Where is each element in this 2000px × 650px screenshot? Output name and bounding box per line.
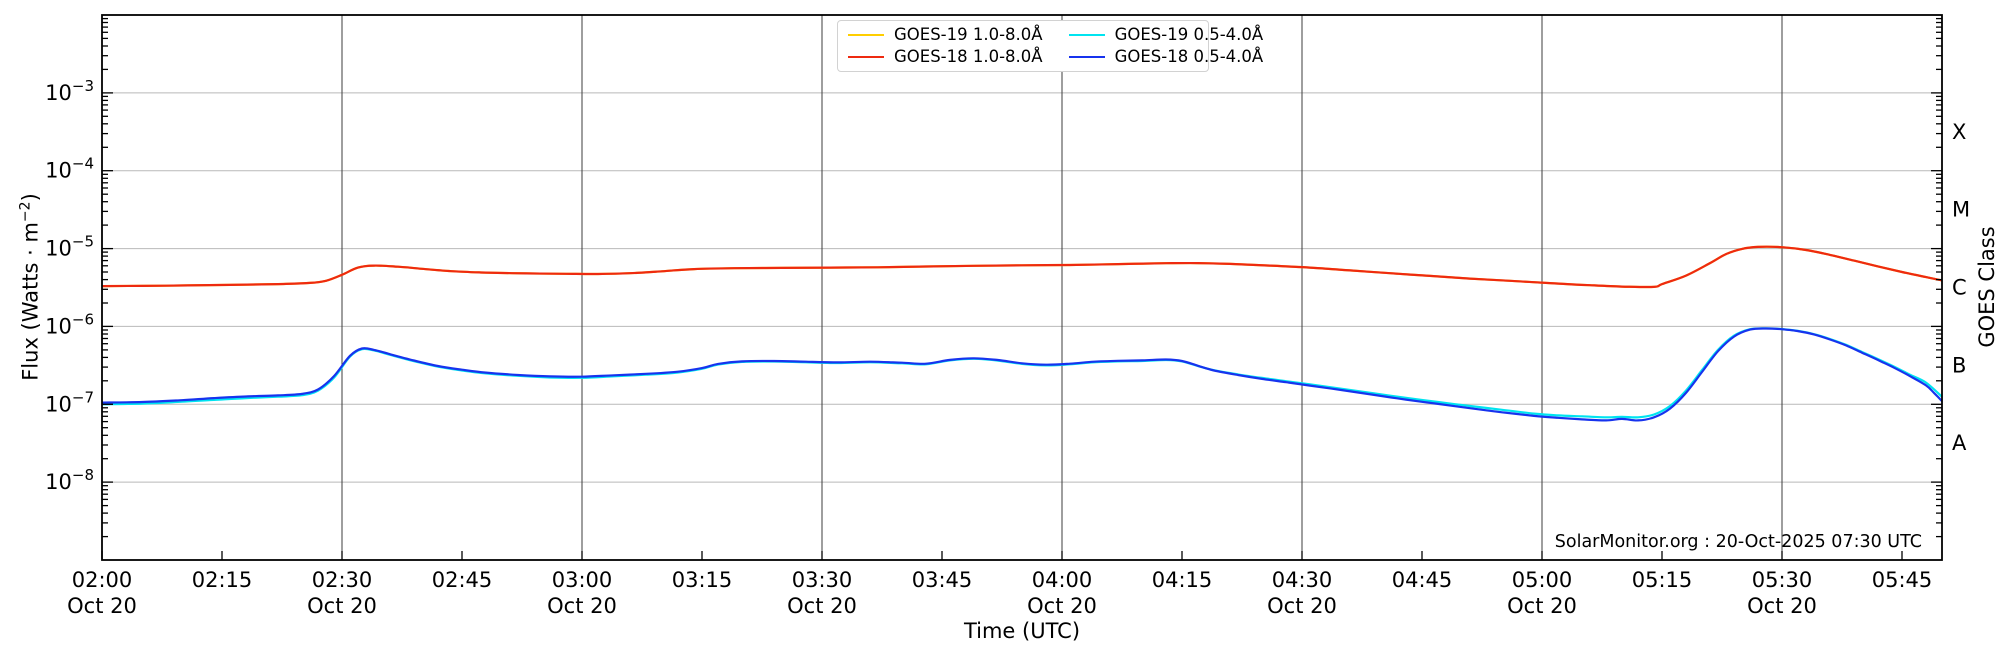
y-tick-labels: 10−3 10−4 10−5 10−6 10−7 10−8 — [45, 77, 94, 494]
x-tick-date-label: Oct 20 — [67, 594, 137, 618]
goes-class-label-a: A — [1952, 431, 1967, 455]
series-goes-18-0-5-4-0-curve — [102, 327, 1942, 422]
legend-label: GOES-18 0.5-4.0Å — [1114, 46, 1264, 66]
goes-class-labels: X M C B A — [1952, 120, 1970, 455]
series-goes-18-1-0-8-0-curve — [102, 245, 1942, 289]
y-tick-label: 10−4 — [45, 155, 94, 183]
plot-border — [101, 14, 1943, 561]
x-tick-label: 04:30 — [1272, 568, 1333, 592]
y-tick-label: 10−7 — [45, 388, 94, 416]
x-tick-date-label: Oct 20 — [307, 594, 377, 618]
legend-item-goes-19-1-0-8-0: GOES-19 1.0-8.0Å — [848, 24, 1043, 46]
x-tick-label: 05:15 — [1632, 568, 1693, 592]
x-tick-label: 02:30 — [312, 568, 373, 592]
x-tick-label: 04:45 — [1392, 568, 1453, 592]
flux-curves — [102, 245, 1942, 422]
x-tick-label: 05:00 — [1512, 568, 1573, 592]
x-tick-label: 04:15 — [1152, 568, 1213, 592]
x-tick-label: 03:15 — [672, 568, 733, 592]
legend-label: GOES-18 1.0-8.0Å — [894, 46, 1043, 66]
axis-ticks — [101, 17, 1942, 560]
x-tick-label: 04:00 — [1032, 568, 1093, 592]
legend-swatch-goes-19-0-5-4-0 — [1068, 34, 1105, 36]
legend-label: GOES-19 1.0-8.0Å — [894, 24, 1043, 44]
y-tick-label: 10−6 — [45, 310, 94, 338]
goes-class-label-x: X — [1952, 120, 1966, 144]
y-tick-label: 10−8 — [45, 466, 94, 494]
x-tick-date-label: Oct 20 — [1507, 594, 1577, 618]
horizontal-gridlines — [102, 92, 1942, 483]
x-tick-label: 02:45 — [432, 568, 493, 592]
x-tick-date-label: Oct 20 — [1747, 594, 1817, 618]
y-axis-title-left-suffix: ) — [18, 193, 43, 202]
legend-swatch-goes-18-0-5-4-0 — [1068, 56, 1105, 58]
goes-class-label-m: M — [1952, 198, 1970, 222]
goes-class-label-b: B — [1952, 353, 1966, 377]
series-goes-19-1-0-8-0-curve — [102, 245, 1942, 289]
x-tick-date-label: Oct 20 — [1027, 594, 1097, 618]
goes-class-label-c: C — [1952, 276, 1967, 300]
y-axis-title-left: Flux (Watts · m−2) — [18, 193, 43, 381]
legend-swatch-goes-19-1-0-8-0 — [848, 34, 884, 36]
x-tick-date-label: Oct 20 — [1267, 594, 1337, 618]
x-tick-label: 03:00 — [552, 568, 613, 592]
source-annotation: SolarMonitor.org : 20-Oct-2025 07:30 UTC — [1554, 532, 1922, 552]
legend-item-goes-18-1-0-8-0: GOES-18 1.0-8.0Å — [848, 46, 1043, 68]
x-axis-title: Time (UTC) — [963, 619, 1081, 643]
legend: GOES-19 1.0-8.0Å GOES-18 1.0-8.0Å GOES-19 … — [837, 20, 1263, 72]
x-tick-label: 03:45 — [912, 568, 973, 592]
y-axis-title-left-text: Flux (Watts · m — [18, 222, 43, 381]
legend-label: GOES-19 0.5-4.0Å — [1114, 24, 1264, 44]
y-axis-title-left-sup: −2 — [17, 201, 34, 223]
y-tick-label: 10−3 — [45, 77, 94, 105]
y-axis-title-right: GOES Class — [1975, 226, 1999, 348]
x-tick-label: 03:30 — [792, 568, 853, 592]
x-tick-label: 05:45 — [1872, 568, 1933, 592]
vertical-gridlines — [341, 15, 1783, 560]
legend-item-goes-18-0-5-4-0: GOES-18 0.5-4.0Å — [1068, 46, 1264, 68]
x-tick-date-label: Oct 20 — [547, 594, 617, 618]
x-tick-date-label: Oct 20 — [787, 594, 857, 618]
legend-swatch-goes-18-1-0-8-0 — [848, 56, 884, 58]
legend-item-goes-19-0-5-4-0: GOES-19 0.5-4.0Å — [1068, 24, 1264, 46]
y-tick-label: 10−5 — [45, 233, 94, 261]
x-tick-label: 02:00 — [72, 568, 133, 592]
x-tick-label: 02:15 — [192, 568, 253, 592]
x-tick-label: 05:30 — [1752, 568, 1813, 592]
